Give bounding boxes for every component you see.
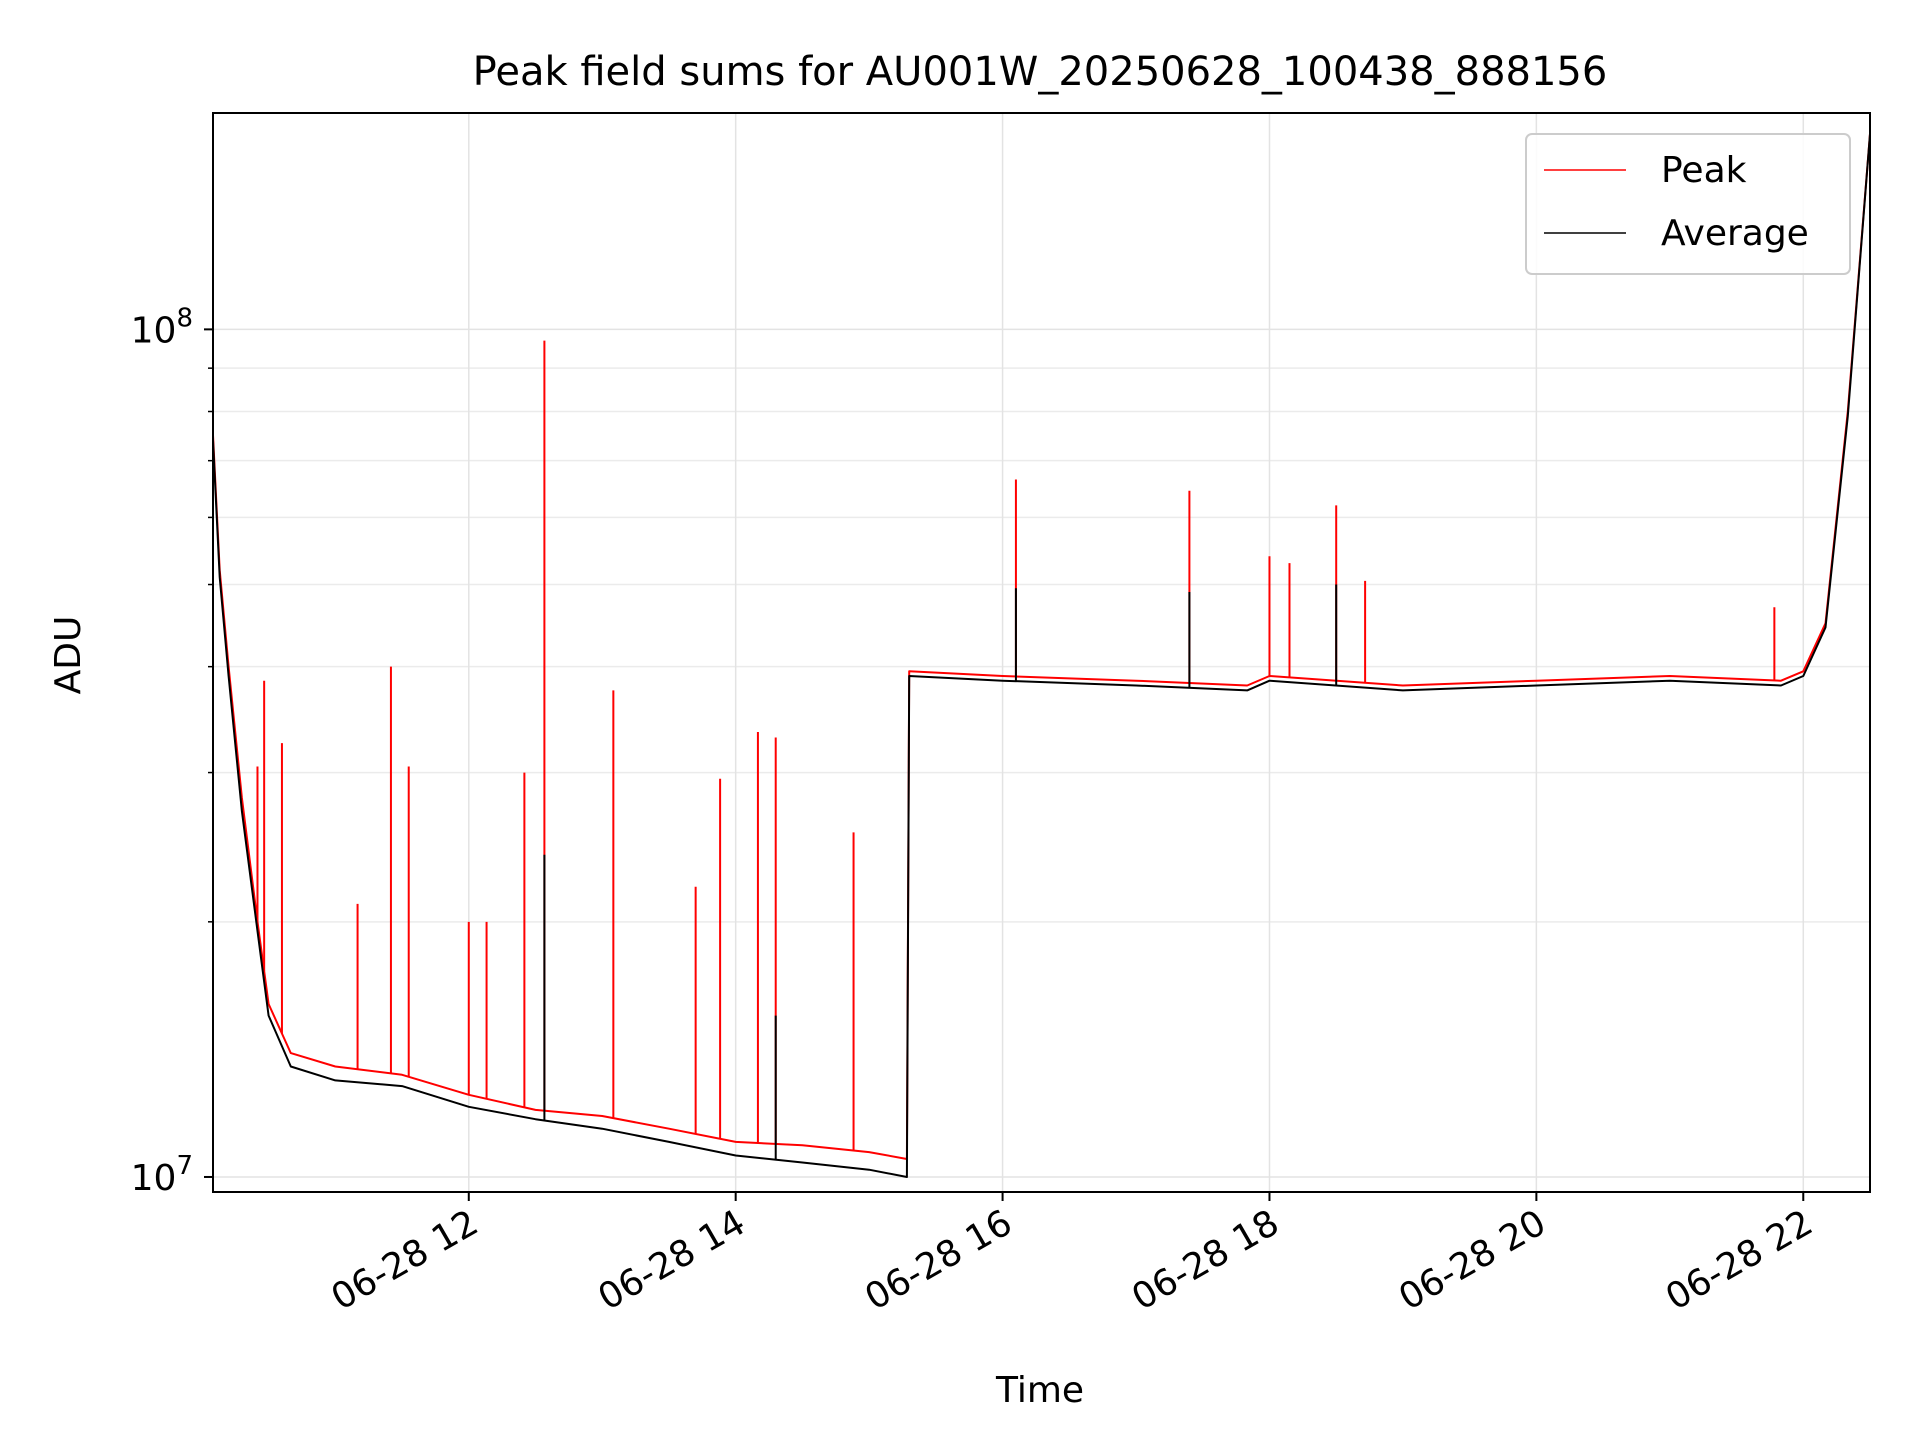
chart-title: Peak field sums for AU001W_20250628_1004… xyxy=(473,49,1608,95)
y-tick-label: 108 xyxy=(131,303,193,351)
legend-label-average: Average xyxy=(1661,213,1809,254)
legend: Peak Average xyxy=(1525,133,1851,275)
plot-lines xyxy=(212,133,1871,1178)
plot-frame xyxy=(212,112,1871,1193)
y-axis-ticks: 107 108 xyxy=(131,303,213,1199)
x-axis-label: Time xyxy=(995,1370,1084,1411)
y-tick-label: 107 xyxy=(131,1151,193,1199)
series-line-peak xyxy=(212,133,1871,1160)
series-line-average xyxy=(212,133,1871,1178)
legend-box xyxy=(1525,133,1851,275)
legend-label-peak: Peak xyxy=(1661,150,1747,191)
y-axis-label: ADU xyxy=(48,616,89,695)
